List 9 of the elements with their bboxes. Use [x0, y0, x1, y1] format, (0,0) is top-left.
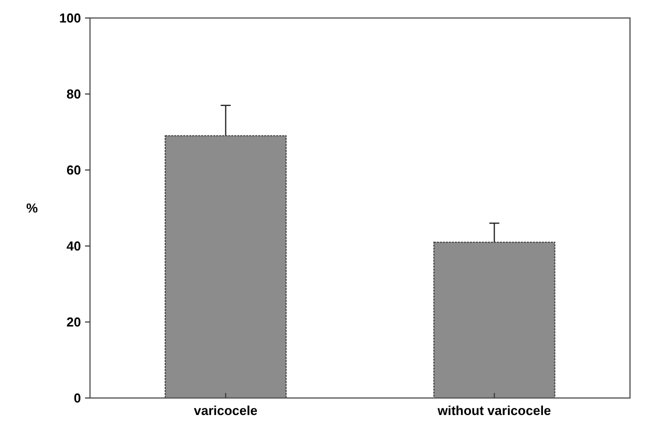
y-axis-title: % [26, 200, 38, 216]
y-tick-label: 80 [66, 86, 81, 102]
y-tick-label: 0 [74, 390, 81, 406]
y-tick-label: 20 [66, 314, 81, 330]
y-tick-label: 40 [66, 238, 81, 254]
y-tick-label: 60 [66, 162, 81, 178]
x-tick-label: varicocele [194, 403, 258, 418]
x-tick-label: without varicocele [436, 403, 552, 418]
y-tick-label: 100 [59, 10, 81, 26]
